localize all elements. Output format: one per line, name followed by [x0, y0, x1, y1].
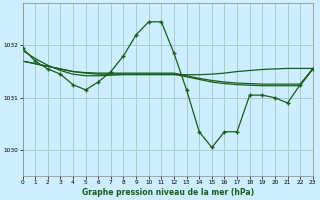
X-axis label: Graphe pression niveau de la mer (hPa): Graphe pression niveau de la mer (hPa) — [82, 188, 254, 197]
